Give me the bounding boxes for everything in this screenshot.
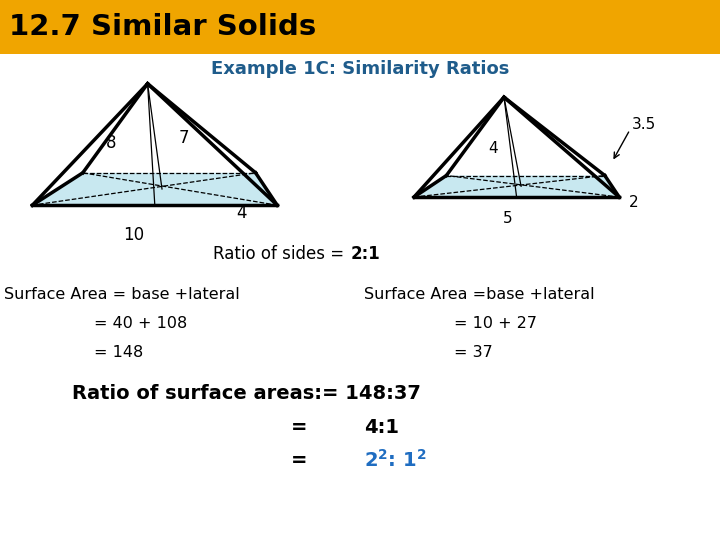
Polygon shape [414,97,619,197]
Polygon shape [32,84,148,205]
Text: 4:1: 4:1 [364,418,399,437]
Polygon shape [32,84,277,205]
Text: 7: 7 [179,129,189,147]
Text: 2: 2 [629,195,639,210]
Polygon shape [32,173,277,205]
Polygon shape [148,84,277,205]
FancyBboxPatch shape [0,0,720,54]
Text: = 40 + 108: = 40 + 108 [94,316,187,332]
Polygon shape [414,97,504,197]
Text: 4: 4 [236,204,246,222]
Text: Ratio of surface areas:= 148:37: Ratio of surface areas:= 148:37 [72,383,421,403]
Text: Example 1C: Similarity Ratios: Example 1C: Similarity Ratios [211,60,509,78]
Text: = 10 + 27: = 10 + 27 [454,316,536,332]
Text: 5: 5 [503,211,513,226]
Text: =: = [291,450,307,470]
Text: $\mathbf{2^2}$: $\mathbf{1^2}$: $\mathbf{2^2}$: $\mathbf{1^2}$ [364,449,426,471]
Text: = 37: = 37 [454,345,492,360]
Text: 2:1: 2:1 [351,245,380,263]
Text: Surface Area = base +lateral: Surface Area = base +lateral [4,287,239,302]
Text: 3.5: 3.5 [632,117,657,132]
Text: Surface Area =base +lateral: Surface Area =base +lateral [364,287,594,302]
Polygon shape [504,97,619,197]
Text: 12.7 Similar Solids: 12.7 Similar Solids [9,13,316,41]
Polygon shape [414,176,619,197]
Text: Ratio of sides =: Ratio of sides = [213,245,349,263]
Text: = 148: = 148 [94,345,143,360]
Text: 10: 10 [122,226,144,244]
Text: =: = [291,418,307,437]
Text: 8: 8 [107,134,117,152]
Text: 4: 4 [488,141,498,156]
